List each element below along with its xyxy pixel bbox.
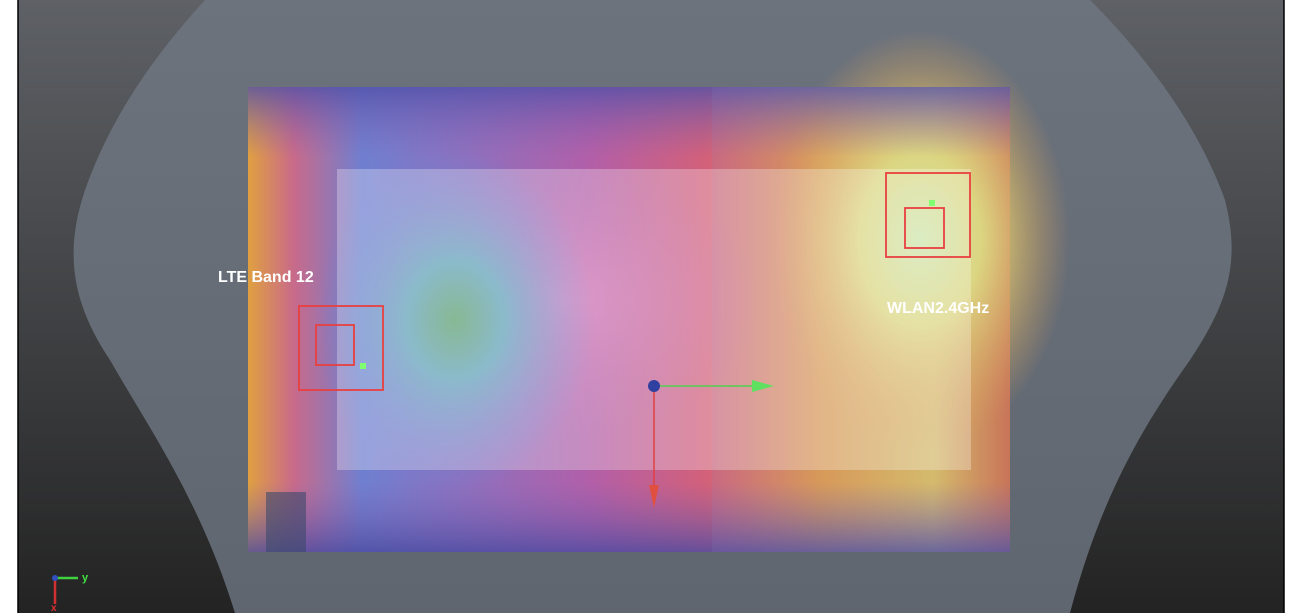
peak-marker [929, 200, 935, 206]
triad-origin [52, 575, 58, 581]
triad-label: x [51, 603, 57, 613]
arrow-head [649, 485, 659, 508]
origin-axes [648, 380, 774, 508]
probe-box-inner [315, 324, 355, 366]
probe-box-outer [298, 305, 384, 391]
peak-marker [360, 363, 366, 369]
origin-point [648, 380, 660, 392]
probe-box-outer [885, 172, 971, 258]
field-map [248, 30, 1070, 552]
field-panel [266, 492, 306, 552]
field-edge [248, 87, 1010, 552]
triad: y x [51, 572, 89, 613]
antenna-label: LTE Band 12 [218, 269, 314, 286]
field-panel [712, 87, 1010, 552]
probe-box-inner [904, 207, 945, 249]
arrow-head [752, 380, 774, 392]
antenna-label: WLAN2.4GHz [887, 300, 989, 317]
triad-label: y [82, 572, 89, 584]
